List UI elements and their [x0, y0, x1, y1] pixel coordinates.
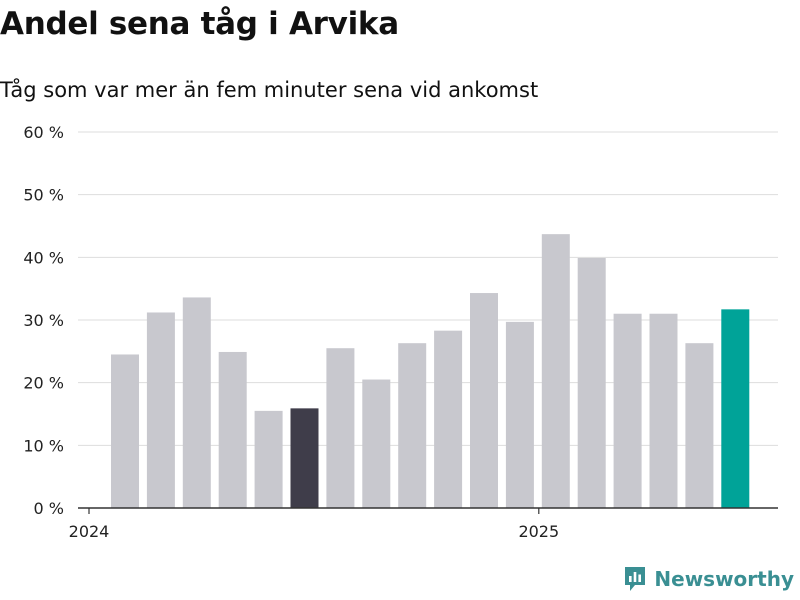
y-tick-label: 10 % — [23, 436, 64, 455]
newsworthy-logo-icon — [625, 567, 646, 591]
brand-name: Newsworthy — [654, 567, 794, 591]
bar — [434, 330, 463, 508]
y-tick-label: 60 % — [23, 123, 64, 142]
bar — [254, 410, 283, 508]
y-tick-label: 20 % — [23, 374, 64, 393]
y-tick-label: 30 % — [23, 311, 64, 330]
y-tick-label: 40 % — [23, 248, 64, 267]
bar — [649, 313, 678, 508]
bar — [290, 408, 319, 508]
bar — [470, 293, 498, 508]
bar — [362, 379, 391, 508]
bar — [685, 343, 714, 508]
bar — [182, 297, 211, 508]
bar — [398, 343, 427, 508]
brand-logo: Newsworthy — [623, 562, 794, 596]
y-tick-label: 50 % — [23, 186, 64, 205]
chart-subtitle: Tåg som var mer än fem minuter sena vid … — [0, 78, 539, 102]
bar — [721, 309, 750, 508]
x-tick-label: 2024 — [69, 522, 110, 541]
bar — [146, 312, 175, 508]
y-tick-label: 0 % — [34, 499, 64, 518]
bar — [111, 354, 139, 508]
bar — [577, 257, 606, 508]
bar — [326, 348, 355, 508]
bar — [541, 234, 570, 508]
bar — [505, 321, 534, 508]
bar — [218, 351, 247, 508]
x-tick-label: 2025 — [518, 522, 559, 541]
chart-title: Andel sena tåg i Arvika — [0, 6, 399, 42]
bar — [613, 313, 642, 508]
